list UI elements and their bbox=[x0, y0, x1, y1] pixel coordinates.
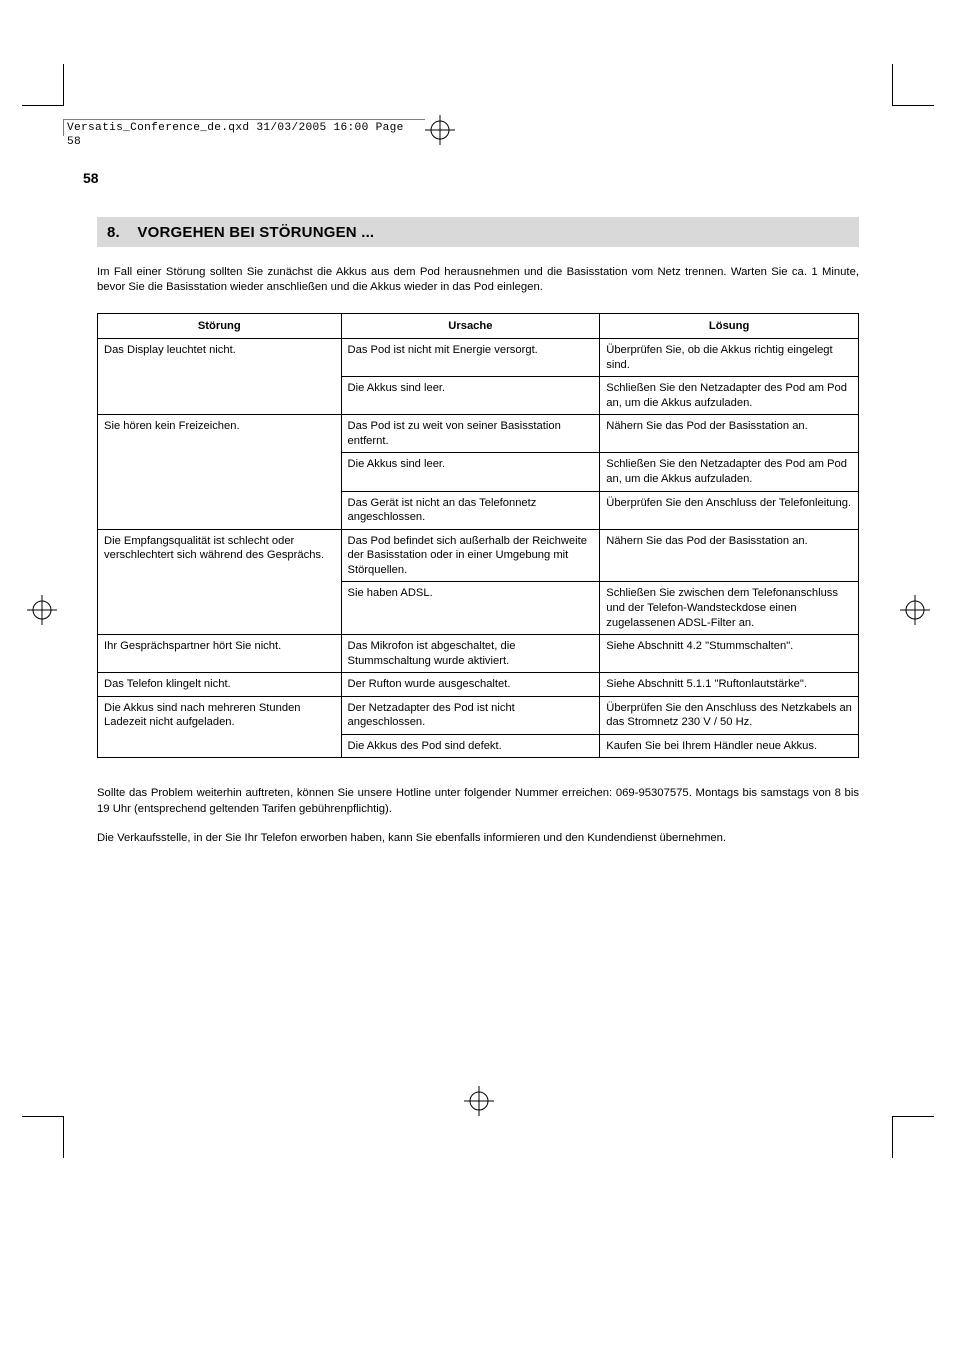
cell-cause: Die Akkus sind leer. bbox=[341, 453, 600, 491]
crop-mark-bottom-left-v bbox=[63, 1116, 64, 1158]
cell-cause: Sie haben ADSL. bbox=[341, 582, 600, 635]
registration-mark-icon bbox=[27, 595, 57, 630]
crop-mark-top-right-v bbox=[892, 64, 893, 106]
cell-cause: Das Pod ist zu weit von seiner Basisstat… bbox=[341, 415, 600, 453]
cell-problem: Ihr Gesprächspartner hört Sie nicht. bbox=[98, 635, 342, 673]
col-header-problem: Störung bbox=[98, 313, 342, 339]
footer-paragraph-1: Sollte das Problem weiterhin auftreten, … bbox=[97, 786, 859, 817]
cell-solution: Schließen Sie zwischen dem Telefonanschl… bbox=[600, 582, 859, 635]
section-number: 8. bbox=[107, 224, 120, 241]
cell-solution: Schließen Sie den Netzadapter des Pod am… bbox=[600, 377, 859, 415]
table-header-row: Störung Ursache Lösung bbox=[98, 313, 859, 339]
registration-mark-icon bbox=[425, 115, 455, 150]
cell-cause: Das Pod befindet sich außerhalb der Reic… bbox=[341, 529, 600, 582]
col-header-cause: Ursache bbox=[341, 313, 600, 339]
page-content: 8. VORGEHEN BEI STÖRUNGEN ... Im Fall ei… bbox=[97, 217, 859, 846]
crop-mark-bottom-right-h bbox=[892, 1116, 934, 1117]
table-row: Die Akkus sind nach mehreren Stunden Lad… bbox=[98, 696, 859, 734]
cell-problem: Die Empfangsqualität ist schlecht oder v… bbox=[98, 529, 342, 634]
cell-problem: Sie hören kein Freizeichen. bbox=[98, 415, 342, 529]
col-header-solution: Lösung bbox=[600, 313, 859, 339]
table-row: Die Empfangsqualität ist schlecht oder v… bbox=[98, 529, 859, 582]
cell-cause: Das Mikrofon ist abgeschaltet, die Stumm… bbox=[341, 635, 600, 673]
cell-solution: Überprüfen Sie den Anschluss des Netzkab… bbox=[600, 696, 859, 734]
prepress-slug: Versatis_Conference_de.qxd 31/03/2005 16… bbox=[63, 119, 425, 136]
cell-cause: Das Gerät ist nicht an das Telefonnetz a… bbox=[341, 491, 600, 529]
section-heading: 8. VORGEHEN BEI STÖRUNGEN ... bbox=[97, 217, 859, 247]
cell-solution: Nähern Sie das Pod der Basisstation an. bbox=[600, 415, 859, 453]
cell-cause: Das Pod ist nicht mit Energie versorgt. bbox=[341, 339, 600, 377]
cell-solution: Schließen Sie den Netzadapter des Pod am… bbox=[600, 453, 859, 491]
registration-mark-icon bbox=[464, 1086, 494, 1121]
cell-solution: Siehe Abschnitt 4.2 "Stummschalten". bbox=[600, 635, 859, 673]
page-number: 58 bbox=[83, 170, 99, 186]
cell-cause: Die Akkus des Pod sind defekt. bbox=[341, 734, 600, 758]
cell-solution: Siehe Abschnitt 5.1.1 "Ruftonlautstärke"… bbox=[600, 673, 859, 697]
cell-problem: Die Akkus sind nach mehreren Stunden Lad… bbox=[98, 696, 342, 758]
table-row: Sie hören kein Freizeichen. Das Pod ist … bbox=[98, 415, 859, 453]
crop-mark-top-right-h bbox=[892, 105, 934, 106]
table-row: Das Telefon klingelt nicht. Der Rufton w… bbox=[98, 673, 859, 697]
registration-mark-icon bbox=[900, 595, 930, 630]
cell-cause: Der Netzadapter des Pod ist nicht angesc… bbox=[341, 696, 600, 734]
crop-mark-bottom-right-v bbox=[892, 1116, 893, 1158]
crop-mark-top-left-v bbox=[63, 64, 64, 106]
cell-cause: Die Akkus sind leer. bbox=[341, 377, 600, 415]
table-row: Das Display leuchtet nicht. Das Pod ist … bbox=[98, 339, 859, 377]
crop-mark-bottom-left-h bbox=[22, 1116, 64, 1117]
cell-solution: Überprüfen Sie, ob die Akkus richtig ein… bbox=[600, 339, 859, 377]
cell-solution: Überprüfen Sie den Anschluss der Telefon… bbox=[600, 491, 859, 529]
cell-solution: Nähern Sie das Pod der Basisstation an. bbox=[600, 529, 859, 582]
cell-problem: Das Telefon klingelt nicht. bbox=[98, 673, 342, 697]
section-title: VORGEHEN BEI STÖRUNGEN ... bbox=[137, 224, 374, 241]
intro-paragraph: Im Fall einer Störung sollten Sie zunäch… bbox=[97, 265, 859, 296]
troubleshoot-table: Störung Ursache Lösung Das Display leuch… bbox=[97, 313, 859, 759]
table-row: Ihr Gesprächspartner hört Sie nicht. Das… bbox=[98, 635, 859, 673]
cell-solution: Kaufen Sie bei Ihrem Händler neue Akkus. bbox=[600, 734, 859, 758]
cell-cause: Der Rufton wurde ausgeschaltet. bbox=[341, 673, 600, 697]
footer-paragraph-2: Die Verkaufsstelle, in der Sie Ihr Telef… bbox=[97, 831, 859, 846]
cell-problem: Das Display leuchtet nicht. bbox=[98, 339, 342, 415]
crop-mark-top-left-h bbox=[22, 105, 64, 106]
